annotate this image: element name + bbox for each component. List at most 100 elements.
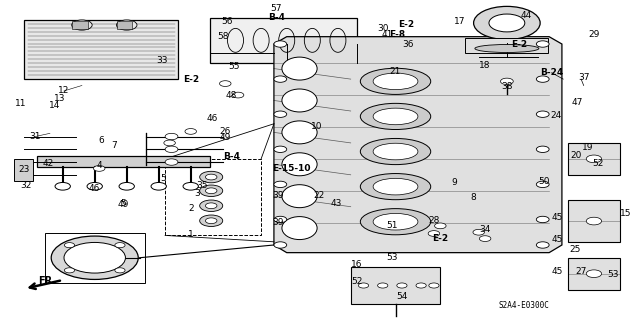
Text: E-2: E-2 xyxy=(432,234,449,243)
Text: 38: 38 xyxy=(501,82,513,91)
Circle shape xyxy=(119,182,134,190)
Circle shape xyxy=(165,146,178,152)
Bar xyxy=(568,143,620,175)
Text: 45: 45 xyxy=(551,213,563,222)
Text: 16: 16 xyxy=(351,260,363,269)
Text: 42: 42 xyxy=(42,159,54,168)
Text: 31: 31 xyxy=(29,132,41,141)
Text: 52: 52 xyxy=(351,277,363,286)
Text: 37: 37 xyxy=(578,73,589,82)
Ellipse shape xyxy=(282,89,317,112)
Circle shape xyxy=(274,181,287,188)
Ellipse shape xyxy=(282,217,317,240)
Text: 46: 46 xyxy=(89,184,100,193)
Bar xyxy=(568,200,620,242)
Circle shape xyxy=(65,243,75,248)
Text: 12: 12 xyxy=(58,86,70,95)
Text: E-8: E-8 xyxy=(388,30,405,39)
Text: S2A4-E0300C: S2A4-E0300C xyxy=(498,301,549,310)
Text: 25: 25 xyxy=(569,245,580,254)
Text: 9: 9 xyxy=(452,178,457,187)
Text: 19: 19 xyxy=(582,143,593,152)
Circle shape xyxy=(429,283,439,288)
Text: 21: 21 xyxy=(390,67,401,76)
Ellipse shape xyxy=(360,209,431,235)
Text: B-24: B-24 xyxy=(540,68,563,77)
Text: 6: 6 xyxy=(99,136,104,145)
Text: 39: 39 xyxy=(273,191,284,200)
Circle shape xyxy=(200,200,223,211)
Text: 35: 35 xyxy=(196,181,207,190)
Circle shape xyxy=(416,283,426,288)
Text: 17: 17 xyxy=(454,17,465,26)
Circle shape xyxy=(87,182,102,190)
Circle shape xyxy=(274,111,287,117)
Circle shape xyxy=(200,215,223,226)
Text: 3: 3 xyxy=(195,189,200,198)
Circle shape xyxy=(205,218,217,224)
Text: 30: 30 xyxy=(377,24,388,33)
Text: 53: 53 xyxy=(386,253,397,262)
Circle shape xyxy=(536,111,549,117)
Ellipse shape xyxy=(282,121,317,144)
Bar xyxy=(351,267,440,304)
Text: 54: 54 xyxy=(396,292,408,300)
Text: 32: 32 xyxy=(20,181,31,190)
Circle shape xyxy=(116,20,137,30)
Text: 33: 33 xyxy=(156,56,168,65)
Text: 20: 20 xyxy=(570,151,582,160)
Text: E-2: E-2 xyxy=(511,40,528,48)
Text: 49: 49 xyxy=(220,133,231,142)
Circle shape xyxy=(536,41,549,47)
Circle shape xyxy=(536,181,549,188)
Text: 46: 46 xyxy=(207,114,218,123)
Circle shape xyxy=(479,236,491,241)
Circle shape xyxy=(115,243,125,248)
Circle shape xyxy=(435,223,446,229)
Text: 26: 26 xyxy=(220,127,231,136)
Bar xyxy=(568,258,620,290)
Ellipse shape xyxy=(373,108,418,125)
Text: 24: 24 xyxy=(550,111,561,120)
Ellipse shape xyxy=(282,153,317,176)
Text: 23: 23 xyxy=(19,165,30,174)
Circle shape xyxy=(536,242,549,248)
Ellipse shape xyxy=(373,213,418,230)
Bar xyxy=(465,38,548,53)
Text: 2: 2 xyxy=(188,204,193,213)
Circle shape xyxy=(489,14,525,32)
Circle shape xyxy=(586,270,602,278)
Bar xyxy=(72,21,88,29)
Ellipse shape xyxy=(360,68,431,94)
Text: 29: 29 xyxy=(588,30,600,39)
Circle shape xyxy=(200,171,223,183)
Text: 57: 57 xyxy=(271,4,282,13)
Text: 15: 15 xyxy=(620,209,632,218)
Ellipse shape xyxy=(360,103,431,130)
Circle shape xyxy=(536,146,549,152)
Text: 11: 11 xyxy=(15,99,26,108)
Text: 58: 58 xyxy=(217,32,228,41)
Circle shape xyxy=(428,231,440,236)
Ellipse shape xyxy=(475,44,539,53)
Ellipse shape xyxy=(373,143,418,160)
Text: 48: 48 xyxy=(226,91,237,100)
Circle shape xyxy=(165,133,178,140)
Circle shape xyxy=(397,283,407,288)
Circle shape xyxy=(205,188,217,194)
Circle shape xyxy=(115,268,125,273)
Bar xyxy=(14,159,33,181)
Text: 5: 5 xyxy=(121,199,126,208)
Text: B-4: B-4 xyxy=(268,13,285,22)
Text: 18: 18 xyxy=(479,61,491,70)
Circle shape xyxy=(64,242,125,273)
Ellipse shape xyxy=(373,178,418,195)
Circle shape xyxy=(205,174,217,180)
Circle shape xyxy=(165,159,178,165)
Text: 45: 45 xyxy=(551,235,563,244)
Bar xyxy=(165,159,261,235)
Bar xyxy=(45,233,145,283)
Circle shape xyxy=(200,185,223,197)
Ellipse shape xyxy=(373,73,418,90)
Circle shape xyxy=(274,216,287,223)
